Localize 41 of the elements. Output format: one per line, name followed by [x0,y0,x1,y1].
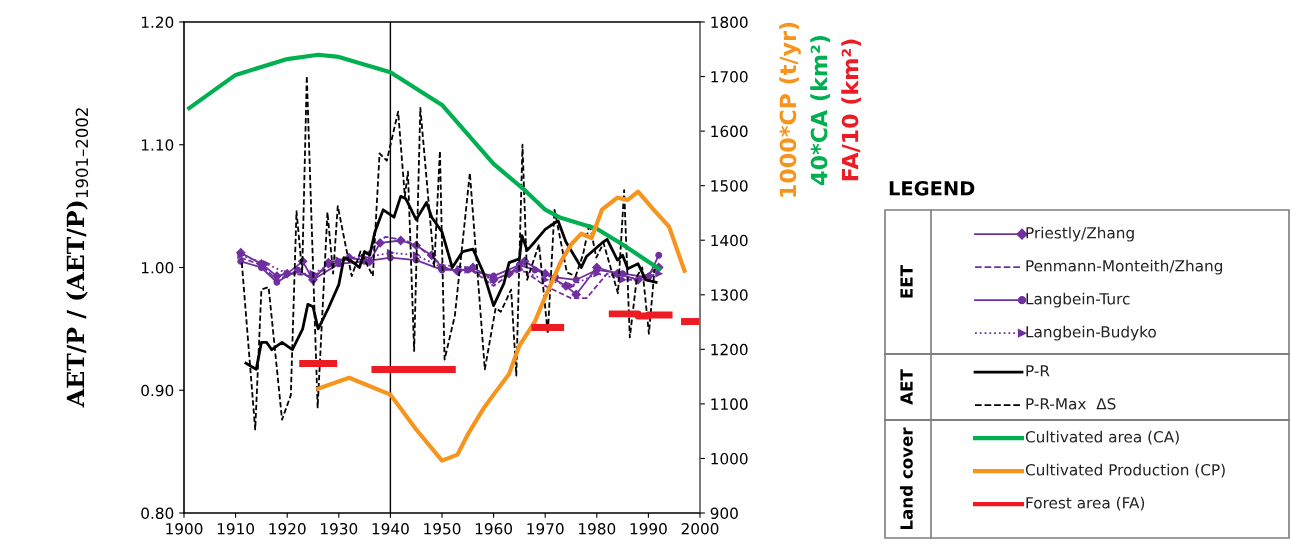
x-tick-label: 1960 [475,522,513,535]
legend-title: LEGEND [889,180,975,196]
legend-label: Penmann-Monteith/Zhang [1026,259,1223,275]
legend-label: Cultivated area (CA) [1025,430,1179,445]
y2-tick-label: 1500 [711,180,748,192]
y2-tick-label: 1300 [711,289,748,301]
y2-tick-label: 1600 [711,125,748,138]
legend-label: Forest area (FA) [1026,496,1145,511]
text: EET [900,265,913,298]
y-axis-title: AET/P / (AET/P)$_{1901–2002}$ [66,108,89,408]
x-tick-label: 1900 [166,522,203,535]
legend-label: P-R [1026,365,1050,377]
y2-tick-label: 1000 [711,452,748,465]
legend-label: Langbein-Turc [1026,292,1130,308]
y-tick-label: 1.00 [141,261,174,274]
x-tick-label: 1990 [630,522,667,535]
y-tick-label: 1.10 [141,139,174,151]
x-tick-label: 1980 [579,522,616,535]
y2-tick-label: 1200 [711,343,748,356]
y2-tick-label: 1400 [711,234,748,247]
x-tick-label: 1940 [372,522,409,535]
y2-tick-label: 1800 [711,16,748,29]
y-tick-label: 1.20 [141,16,174,29]
y-tick-label: 0.90 [141,384,174,397]
y2-tick-label: 1700 [711,71,748,83]
y2-tick-label: 1100 [711,398,748,410]
text: Land cover [899,427,913,530]
legend-label: Cultivated Production (CP) [1025,463,1225,478]
x-tick-label: 1930 [321,522,358,535]
x-tick-label: 1970 [527,522,564,535]
x-tick-label: 1920 [269,522,306,535]
y2-axis-title: 1000*CP (t/yr) 40*CA (km²) FA/10 (km²) [779,22,862,197]
y-tick-label: 0.80 [141,507,174,520]
y2-tick-label: 900 [710,507,738,520]
legend-label: P-R-Max ΔS [1026,398,1116,410]
x-tick-label: 1950 [424,522,461,535]
text: AET [900,369,913,405]
legend-label: Priestly/Zhang [1026,226,1134,242]
x-tick-label: 1910 [217,522,255,535]
legend-label: Langbein-Budyko [1026,325,1156,341]
x-tick-label: 2000 [681,522,719,535]
